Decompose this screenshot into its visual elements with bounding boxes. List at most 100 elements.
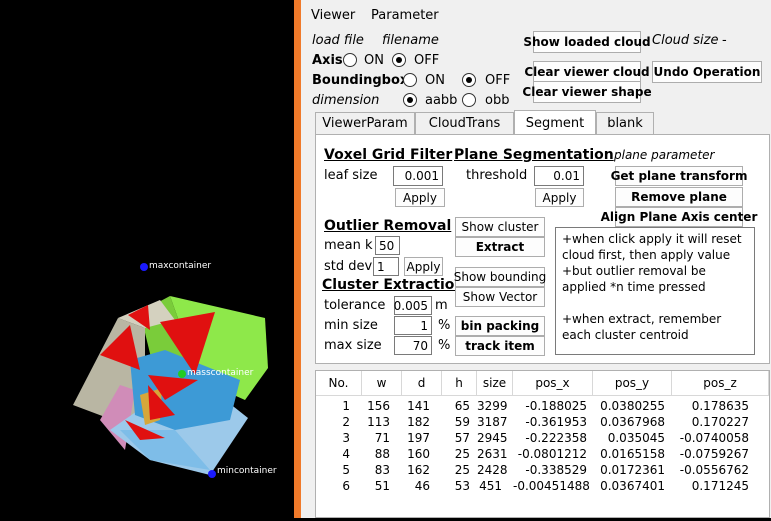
table-cell-pos-y: 0.0367401 — [600, 479, 665, 493]
max-size-input[interactable]: 70 — [394, 336, 432, 355]
min-size-label: min size — [324, 318, 378, 333]
table-row[interactable]: 1 156 141 65 3299 -0.188025 0.0380255 0.178635 — [316, 398, 769, 414]
min-container-marker — [208, 470, 216, 478]
dimension-aabb-radio[interactable] — [403, 93, 417, 107]
col-header-w[interactable]: w — [362, 371, 402, 396]
bin-packing-button[interactable]: bin packing — [455, 316, 545, 336]
align-plane-axis-center-button[interactable]: Align Plane Axis center — [601, 207, 757, 227]
table-cell-pos-z: -0.0759267 — [679, 447, 749, 461]
min-size-unit: % — [438, 318, 451, 333]
get-plane-transform-button[interactable]: Get plane transform — [611, 166, 747, 186]
show-bounding-button[interactable]: Show bounding — [454, 267, 546, 287]
cloud-size-value: - — [722, 33, 727, 48]
boundingbox-off-radio[interactable] — [462, 73, 476, 87]
mean-k-input[interactable]: 50 — [375, 236, 400, 255]
table-cell-pos-x: -0.188025 — [525, 399, 587, 413]
menu-viewer[interactable]: Viewer — [311, 8, 356, 23]
leaf-size-input[interactable]: 0.001 — [393, 166, 443, 186]
table-cell-no-: 1 — [342, 399, 350, 413]
plane-segmentation-title: Plane Segmentation — [454, 147, 614, 163]
boundingbox-off-label: OFF — [485, 73, 511, 88]
col-header-size[interactable]: size — [477, 371, 513, 396]
table-cell-size: 2428 — [477, 463, 508, 477]
outlier-apply-button[interactable]: Apply — [404, 257, 443, 276]
point-cloud-viewer[interactable]: maxcontainer masscontainer mincontainer — [0, 0, 294, 518]
table-cell-d: 162 — [407, 463, 430, 477]
axis-off-radio[interactable] — [392, 53, 406, 67]
std-dev-input[interactable]: 1 — [373, 257, 399, 276]
min-container-label: mincontainer — [217, 466, 277, 476]
table-row[interactable]: 4 88 160 25 2631 -0.0801212 0.0165158 -0.075926… — [316, 446, 769, 462]
table-cell-size: 451 — [479, 479, 502, 493]
mass-container-label: masscontainer — [187, 368, 254, 378]
table-row[interactable]: 2 113 182 59 3187 -0.361953 0.0367968 0.170227 — [316, 414, 769, 430]
axis-on-radio[interactable] — [343, 53, 357, 67]
segment-notes-textbox[interactable]: +when click apply it will reset cloud fi… — [555, 227, 755, 355]
table-row[interactable]: 3 71 197 57 2945 -0.222358 0.035045 -0.0740058 — [316, 430, 769, 446]
clear-viewer-cloud-button[interactable]: Clear viewer cloud — [524, 61, 650, 83]
std-dev-label: std dev — [324, 259, 373, 274]
table-cell-pos-y: 0.0165158 — [600, 447, 665, 461]
cluster-table[interactable]: No. w d h size pos_x pos_y pos_z 1 156 141… — [315, 370, 770, 518]
table-cell-pos-x: -0.00451488 — [513, 479, 590, 493]
axis-off-label: OFF — [414, 53, 440, 68]
table-cell-pos-x: -0.361953 — [525, 415, 587, 429]
table-cell-h: 59 — [454, 415, 470, 429]
plane-apply-button[interactable]: Apply — [535, 188, 584, 207]
axis-on-label: ON — [364, 53, 384, 68]
undo-operation-button[interactable]: Undo Operation — [652, 61, 762, 83]
col-header-pos-x[interactable]: pos_x — [513, 371, 593, 396]
table-cell-pos-z: 0.170227 — [691, 415, 749, 429]
boundingbox-on-radio[interactable] — [403, 73, 417, 87]
table-row[interactable]: 6 51 46 53 451 -0.00451488 0.0367401 0.171245 — [316, 478, 769, 494]
table-cell-h: 57 — [454, 431, 470, 445]
show-vector-button[interactable]: Show Vector — [455, 287, 545, 307]
threshold-input[interactable]: 0.01 — [534, 166, 584, 186]
col-header-d[interactable]: d — [402, 371, 442, 396]
filename-label: filename — [382, 33, 439, 48]
tab-segment[interactable]: Segment — [514, 110, 596, 135]
dimension-label: dimension — [312, 93, 380, 108]
mean-k-label: mean k — [324, 238, 373, 253]
clear-viewer-shape-button[interactable]: Clear viewer shape — [522, 81, 652, 103]
table-cell-pos-z: -0.0740058 — [679, 431, 749, 445]
table-cell-size: 2945 — [477, 431, 508, 445]
table-cell-pos-z: 0.171245 — [691, 479, 749, 493]
tab-cloudtrans[interactable]: CloudTrans — [415, 112, 514, 134]
voxel-apply-button[interactable]: Apply — [395, 188, 445, 207]
dimension-obb-radio[interactable] — [462, 93, 476, 107]
table-cell-d: 182 — [407, 415, 430, 429]
table-cell-w: 83 — [374, 463, 390, 477]
viewer-scene[interactable]: maxcontainer masscontainer mincontainer — [0, 0, 294, 518]
col-header-h[interactable]: h — [442, 371, 477, 396]
table-cell-d: 197 — [407, 431, 430, 445]
tolerance-unit: m — [435, 298, 448, 313]
tab-blank[interactable]: blank — [596, 112, 654, 134]
boundingbox-on-label: ON — [425, 73, 445, 88]
table-cell-no-: 2 — [342, 415, 350, 429]
table-cell-pos-y: 0.0380255 — [600, 399, 665, 413]
max-container-marker — [140, 263, 148, 271]
show-loaded-cloud-button[interactable]: Show loaded cloud — [523, 31, 651, 53]
show-cluster-button[interactable]: Show cluster — [455, 217, 545, 237]
table-row[interactable]: 5 83 162 25 2428 -0.338529 0.0172361 -0.0556762 — [316, 462, 769, 478]
threshold-label: threshold — [466, 168, 528, 183]
plane-parameter-label: plane parameter — [614, 148, 715, 162]
leaf-size-label: leaf size — [324, 168, 378, 183]
min-size-input[interactable]: 1 — [394, 316, 432, 335]
table-cell-no-: 3 — [342, 431, 350, 445]
tab-viewerparam[interactable]: ViewerParam — [315, 112, 415, 134]
col-header-no[interactable]: No. — [316, 371, 362, 396]
table-cell-pos-x: -0.0801212 — [517, 447, 587, 461]
table-cell-size: 3187 — [477, 415, 508, 429]
tolerance-input[interactable]: 0.005 — [394, 296, 432, 315]
col-header-pos-z[interactable]: pos_z — [672, 371, 769, 396]
table-cell-no-: 4 — [342, 447, 350, 461]
col-header-pos-y[interactable]: pos_y — [593, 371, 672, 396]
table-cell-h: 25 — [454, 447, 470, 461]
extract-button[interactable]: Extract — [455, 237, 545, 257]
load-file-label: load file — [312, 33, 364, 48]
menu-parameter[interactable]: Parameter — [371, 8, 439, 23]
track-item-button[interactable]: track item — [455, 336, 545, 356]
remove-plane-button[interactable]: Remove plane — [615, 187, 743, 207]
